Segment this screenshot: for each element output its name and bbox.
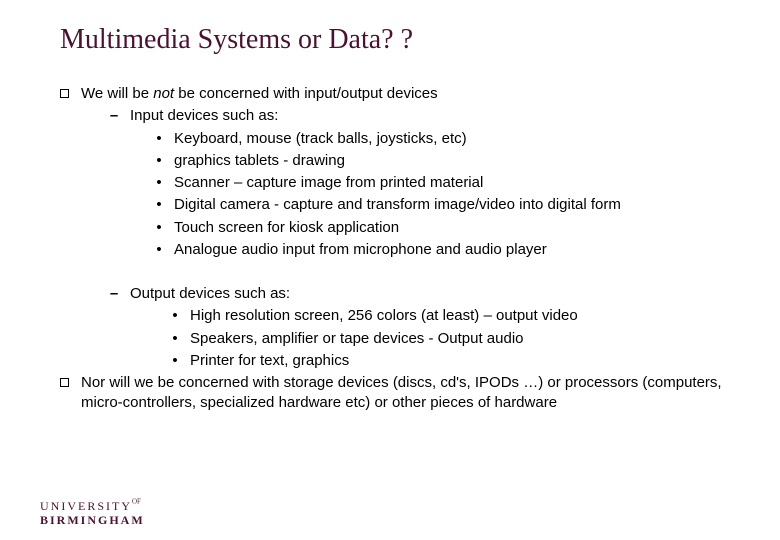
bullet-level3: • Speakers, amplifier or tape devices - … [170, 329, 736, 349]
bullet-text: Scanner – capture image from printed mat… [174, 173, 483, 193]
bullet-text: Keyboard, mouse (track balls, joysticks,… [174, 129, 467, 149]
dot-bullet-icon: • [154, 218, 164, 238]
dot-bullet-icon: • [170, 329, 180, 349]
bullet-level3: • Keyboard, mouse (track balls, joystick… [154, 129, 736, 149]
logo-text: OF [132, 498, 141, 506]
text-post: be concerned with input/output devices [174, 85, 438, 102]
bullet-text: Input devices such as: [130, 106, 278, 126]
bullet-level3: • Printer for text, graphics [170, 351, 736, 371]
dot-bullet-icon: • [154, 240, 164, 260]
logo-line1: UNIVERSITYOF [40, 498, 145, 514]
bullet-text: Analogue audio input from microphone and… [174, 240, 547, 260]
bullet-text: Digital camera - capture and transform i… [174, 195, 621, 215]
bullet-level1: We will be not be concerned with input/o… [60, 84, 736, 104]
dash-bullet-icon: – [108, 284, 120, 304]
logo-line2: BIRMINGHAM [40, 514, 145, 526]
bullet-level3: • graphics tablets - drawing [154, 151, 736, 171]
dash-bullet-icon: – [108, 106, 120, 126]
spacer [60, 262, 736, 284]
dot-bullet-icon: • [154, 195, 164, 215]
square-bullet-icon [60, 378, 69, 387]
bullet-text: Speakers, amplifier or tape devices - Ou… [190, 329, 524, 349]
square-bullet-icon [60, 89, 69, 98]
bullet-level3: • Digital camera - capture and transform… [154, 195, 736, 215]
bullet-level3: • Analogue audio input from microphone a… [154, 240, 736, 260]
bullet-text: Touch screen for kiosk application [174, 218, 399, 238]
logo-text: UNIVERSITY [40, 499, 132, 513]
bullet-level3: • Scanner – capture image from printed m… [154, 173, 736, 193]
slide-title: Multimedia Systems or Data? ? [60, 24, 736, 56]
slide: Multimedia Systems or Data? ? We will be… [0, 0, 780, 540]
bullet-text: Output devices such as: [130, 284, 290, 304]
dot-bullet-icon: • [154, 173, 164, 193]
bullet-level2: – Output devices such as: [108, 284, 736, 304]
bullet-level2: – Input devices such as: [108, 106, 736, 126]
dot-bullet-icon: • [170, 306, 180, 326]
bullet-level1: Nor will we be concerned with storage de… [60, 373, 736, 414]
bullet-level3: • Touch screen for kiosk application [154, 218, 736, 238]
bullet-text: High resolution screen, 256 colors (at l… [190, 306, 578, 326]
text-pre: We will be [81, 85, 153, 102]
text-em: not [153, 85, 174, 102]
dot-bullet-icon: • [154, 129, 164, 149]
bullet-text: We will be not be concerned with input/o… [81, 84, 438, 104]
dot-bullet-icon: • [170, 351, 180, 371]
university-logo: UNIVERSITYOF BIRMINGHAM [40, 498, 145, 526]
bullet-level3: • High resolution screen, 256 colors (at… [170, 306, 736, 326]
dot-bullet-icon: • [154, 151, 164, 171]
bullet-text: Nor will we be concerned with storage de… [81, 373, 736, 414]
bullet-text: graphics tablets - drawing [174, 151, 345, 171]
bullet-text: Printer for text, graphics [190, 351, 349, 371]
